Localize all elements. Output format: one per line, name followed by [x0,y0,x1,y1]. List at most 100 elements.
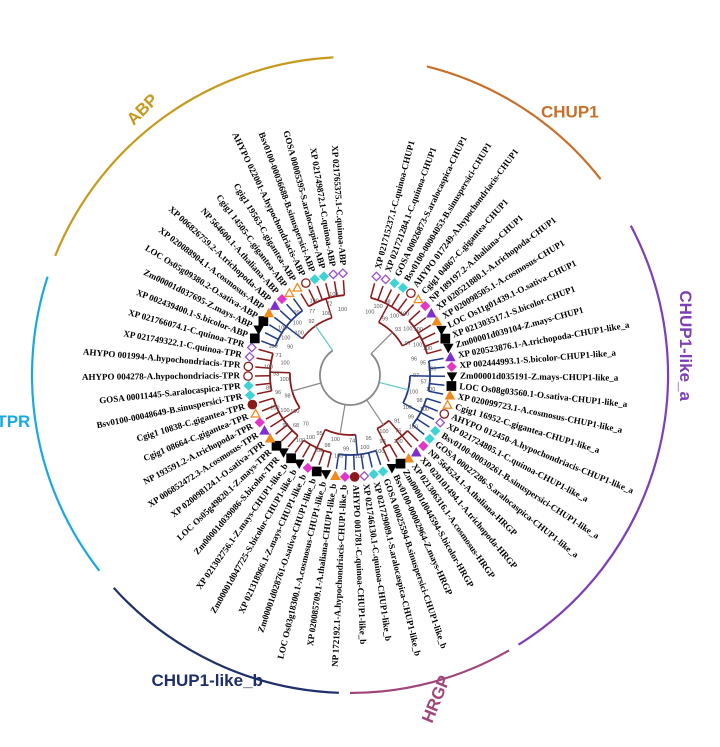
marker-triangle [403,452,414,463]
branch [273,316,287,328]
marker-diamond [328,269,339,280]
branch [289,372,301,409]
clade-arc-hrgp [349,649,510,695]
bootstrap-value: 97 [413,373,419,379]
branch [413,317,427,328]
bootstrap-value: 74 [349,438,355,444]
marker-circle [439,409,450,419]
bootstrap-value: 95 [420,361,426,367]
bootstrap-value: 68 [293,423,299,429]
bootstrap-value: 100 [264,364,273,370]
marker-diamond [302,462,313,473]
branch [269,418,284,428]
marker-triangle-down [436,325,447,336]
clade-label-chup1-like-a: CHUP1-like_a [676,290,695,401]
branch [286,303,298,316]
marker-square [249,333,260,344]
marker-diamond [254,417,265,428]
bootstrap-value: 100 [365,309,374,315]
bootstrap-value: 100 [423,346,432,352]
branch [388,420,403,437]
bootstrap-value: 100 [403,405,412,411]
bootstrap-value: 99 [343,446,349,452]
clade-label-hrgp: HRGP [418,673,454,726]
bootstrap-value: 100 [374,304,383,310]
marker-triangle [284,287,295,297]
branch [376,428,387,447]
bootstrap-value: 100 [355,454,364,460]
marker-diamond [380,274,391,285]
bootstrap-value: 99 [382,317,388,323]
branch [261,404,277,412]
branch [285,325,303,340]
branch [402,335,421,347]
marker-diamond [368,469,379,480]
branch [316,285,324,301]
branch [416,418,430,428]
tree-branches [254,280,446,470]
bootstrap-value: 100 [334,454,343,460]
bootstrap-value: 100 [322,311,331,317]
clade-arc-chup1-like-a [517,225,670,646]
bootstrap-value: 100 [290,409,299,415]
branch [388,444,398,458]
bootstrap-value: 93 [273,371,279,377]
bootstrap-value: 72 [326,301,332,307]
branch [258,397,274,404]
marker-triangle [250,408,261,418]
marker-diamond [246,342,257,353]
branch [370,296,405,317]
branch [287,435,299,448]
marker-triangle-down [278,448,289,458]
branch [325,298,333,319]
bootstrap-value: 90 [287,344,293,350]
branch [339,404,346,435]
marker-diamond [318,271,330,282]
bootstrap-value: 96 [411,356,417,362]
branch [258,348,274,355]
bootstrap-value: 100 [409,390,418,396]
marker-triangle [330,470,341,480]
branch [408,310,421,322]
bootstrap-value: 100 [280,377,289,383]
branch [316,429,326,449]
branch [292,382,322,392]
branch [390,293,400,307]
branch [255,382,271,386]
branch [426,397,442,404]
branch [270,371,291,374]
branch [342,280,346,296]
bootstrap-value: 100 [403,326,412,332]
bootstrap-value: 99 [408,414,414,420]
bootstrap-value: 100 [306,435,315,441]
marker-triangle-down [293,459,305,469]
branch [256,390,272,395]
branch [366,399,384,426]
bootstrap-value: 100 [413,343,422,349]
clade-label-chup1-like-b: CHUP1-like_b [151,671,262,690]
marker-diamond [243,380,254,391]
branch [412,424,425,435]
bootstrap-value: 100 [338,307,347,313]
bootstrap-value: 57 [421,379,427,385]
branch [335,454,340,470]
branch [319,349,381,406]
bootstrap-value: 100 [331,437,340,443]
marker-diamond [337,268,349,279]
marker-triangle [292,282,303,292]
bootstrap-value: 91 [394,419,400,425]
branch [423,404,439,412]
branch [367,452,373,468]
branch [384,289,393,304]
marker-triangle-down [443,343,454,354]
bootstrap-value: 100 [420,407,429,413]
marker-triangle [259,425,270,435]
branch [300,293,310,307]
branch [264,332,279,341]
clade-label-chup1: CHUP1 [541,102,599,121]
marker-triangle-down [386,463,398,474]
branch [401,435,413,448]
